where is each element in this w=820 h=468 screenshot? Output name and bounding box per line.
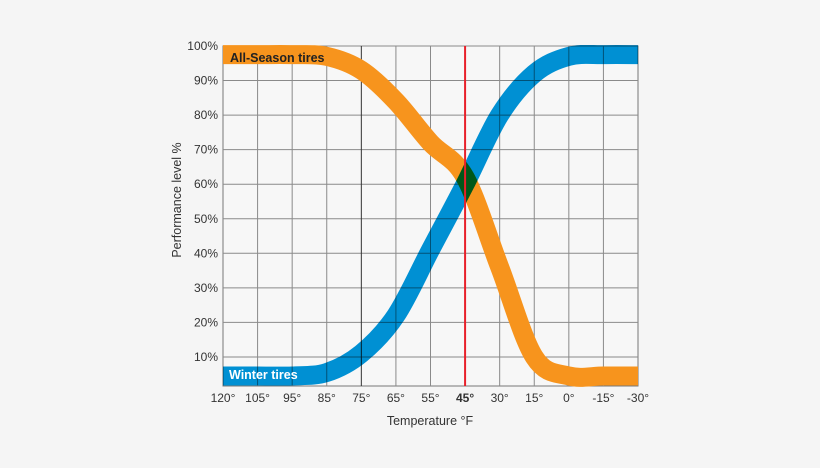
series-line-winter [222, 44, 639, 386]
x-tick-label: 30° [491, 391, 509, 405]
series-label-winter: Winter tires [229, 368, 298, 382]
x-tick-label: 0° [563, 391, 575, 405]
x-tick-label: -30° [627, 391, 649, 405]
y-tick-label: 80% [194, 108, 218, 122]
x-tick-label: 55° [421, 391, 439, 405]
series-labels: All-Season tires Winter tires [229, 51, 325, 382]
y-tick-label: 10% [194, 350, 218, 364]
y-tick-label: 70% [194, 143, 218, 157]
series-line-all-season [223, 45, 638, 387]
y-tick-label: 100% [187, 39, 218, 53]
x-tick-label: 15° [525, 391, 543, 405]
y-tick-label: 20% [194, 315, 218, 329]
x-tick-label: 105° [245, 391, 270, 405]
grid [222, 45, 639, 387]
y-tick-label: 60% [194, 177, 218, 191]
x-tick-label: -15° [592, 391, 614, 405]
x-axis-ticks: 120° 105° 95° 85° 75° 65° 55° 45° 30° 15° 0° -15° -3… [211, 391, 650, 405]
y-tick-label: 30% [194, 281, 218, 295]
x-tick-label: 75° [352, 391, 370, 405]
series-curves [222, 44, 639, 387]
x-tick-label: 120° [211, 391, 236, 405]
x-axis-label: Temperature °F [387, 414, 474, 428]
y-axis-ticks: 10% 20% 30% 40% 50% 60% 70% 80% 90% 100% [187, 39, 218, 364]
x-tick-label: 95° [283, 391, 301, 405]
y-tick-label: 40% [194, 246, 218, 260]
y-tick-label: 50% [194, 212, 218, 226]
series-label-all-season: All-Season tires [230, 51, 325, 65]
x-tick-label: 85° [318, 391, 336, 405]
x-tick-label: 45° [456, 391, 474, 405]
y-tick-label: 90% [194, 74, 218, 88]
x-tick-label: 65° [387, 391, 405, 405]
y-axis-label: Performance level % [170, 142, 184, 257]
